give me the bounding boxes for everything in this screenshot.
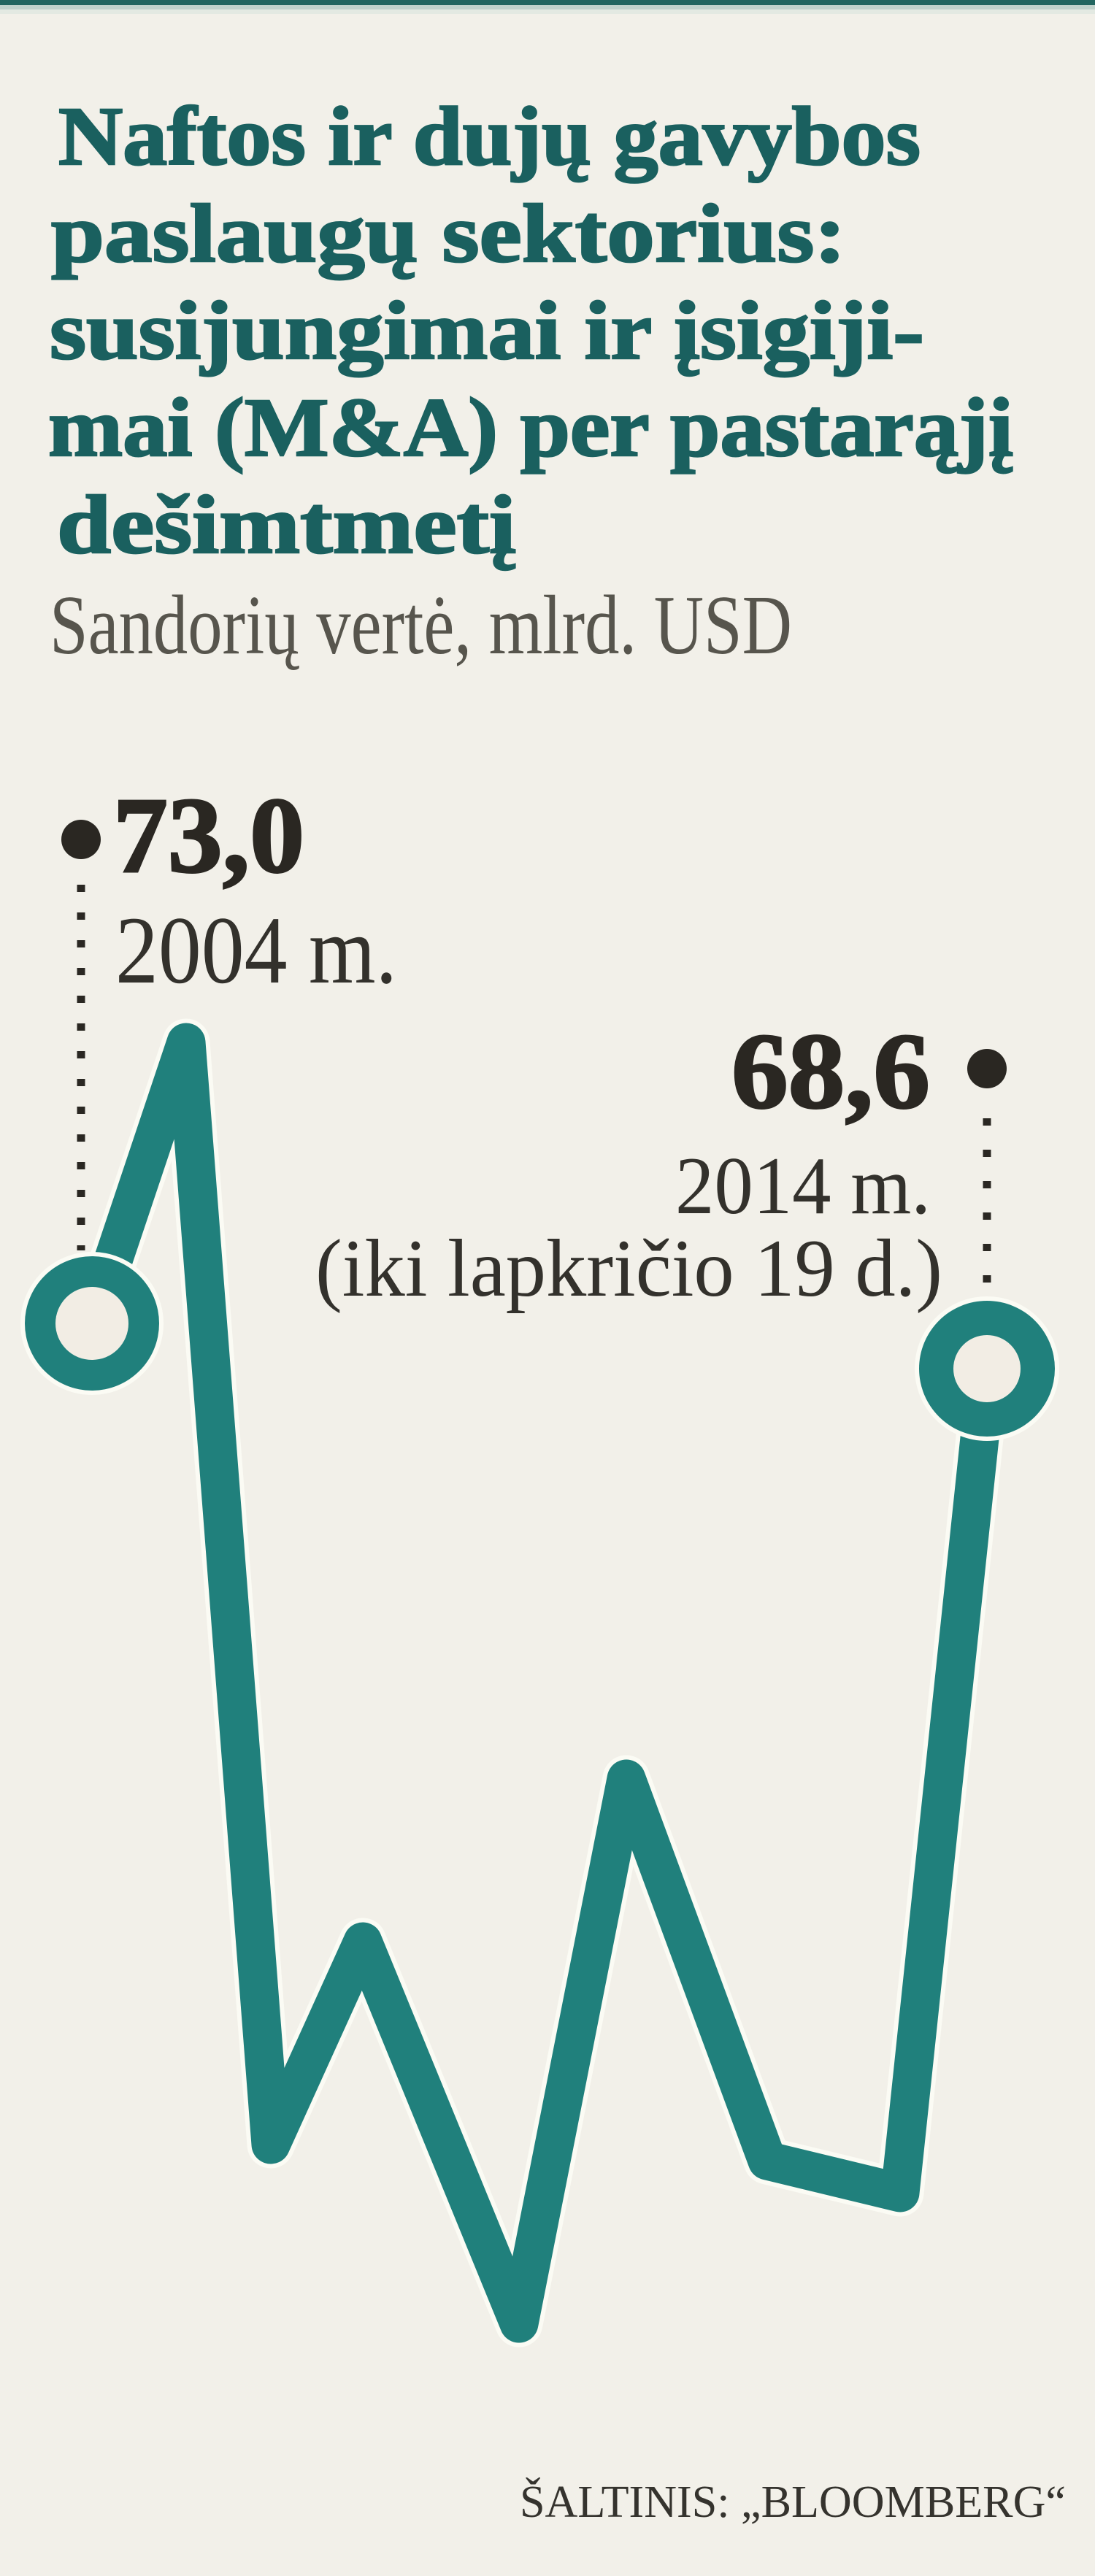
svg-text:(iki lapkričio 19 d.): (iki lapkričio 19 d.) (315, 1223, 942, 1314)
svg-text:Sandorių vertė, mlrd. USD: Sandorių vertė, mlrd. USD (50, 579, 792, 672)
svg-text:2014 m.: 2014 m. (675, 1141, 931, 1231)
svg-text:ŠALTINIS: „BLOOMBERG“: ŠALTINIS: „BLOOMBERG“ (520, 2477, 1066, 2527)
svg-text:susijungimai ir įsigiji-: susijungimai ir įsigiji- (50, 284, 924, 377)
svg-text:73,0: 73,0 (113, 776, 304, 896)
svg-text:Naftos ir dujų gavybos: Naftos ir dujų gavybos (58, 90, 921, 182)
svg-text:paslaugų sektorius:: paslaugų sektorius: (51, 187, 846, 280)
svg-text:2004 m.: 2004 m. (115, 896, 397, 1004)
svg-text:68,6: 68,6 (731, 1012, 930, 1131)
svg-text:mai (M&A) per pastarąjį: mai (M&A) per pastarąjį (48, 381, 1013, 474)
svg-text:dešimtmetį: dešimtmetį (57, 478, 516, 571)
